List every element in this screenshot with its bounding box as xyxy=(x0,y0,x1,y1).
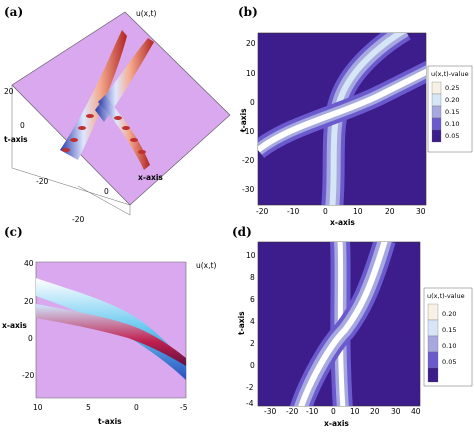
panel-d-ytick-6: -2 xyxy=(246,383,254,392)
panel-d-ytick-3: 4 xyxy=(250,317,255,326)
panel-d-xtick-2: -10 xyxy=(306,407,318,416)
panel-d-ytick-5: 0 xyxy=(250,361,255,370)
panel-c-ylabel: x-axis xyxy=(2,321,27,330)
panel-c-ytick-3: -20 xyxy=(22,371,34,380)
panel-b-legend-title: u(x,t)-value xyxy=(431,70,469,78)
panel-d-legend: u(x,t)-value 0.20 0.15 0.10 0.05 xyxy=(423,287,473,387)
panel-d-legend-0: 0.20 xyxy=(442,310,456,318)
panel-a: (a) u(x,t) x-axis t-axis 0 -20 20 0 -20 xyxy=(4,5,231,224)
panel-d-xlabel: x-axis xyxy=(324,419,349,428)
panel-d-label: (d) xyxy=(232,225,252,239)
panel-a-floor xyxy=(11,11,231,206)
panel-d-xtick-6: 30 xyxy=(391,407,401,416)
panel-b-legend: u(x,t)-value 0.25 0.20 0.15 0.10 0.05 xyxy=(427,65,473,153)
panel-b-legend-0: 0.25 xyxy=(445,84,459,92)
panel-d: (d) -30 -20 -10 0 10 20 30 40 x-axis 10 … xyxy=(232,225,473,428)
panel-d-legend-title: u(x,t)-value xyxy=(427,292,465,300)
panel-a-label: (a) xyxy=(4,5,23,19)
panel-d-ytick-0: 10 xyxy=(246,251,256,260)
panel-d-xtick-5: 20 xyxy=(370,407,380,416)
panel-d-xtick-3: 0 xyxy=(331,407,336,416)
panel-c-xtick-2: 0 xyxy=(134,403,139,412)
panel-d-legend-3: 0.05 xyxy=(442,358,456,366)
panel-b-ytick-2: 0 xyxy=(250,98,255,107)
panel-d-contours xyxy=(289,242,396,406)
panel-b-ytick-1: 10 xyxy=(246,69,256,78)
panel-b: (b) -20 -10 0 10 20 30 x-axis 20 10 0 -1… xyxy=(238,5,473,227)
panel-c-xlabel: t-axis xyxy=(98,417,122,426)
panel-a-ridge-3 xyxy=(98,95,150,170)
panel-a-zlabel: u(x,t) xyxy=(136,9,156,18)
panel-b-legend-2: 0.15 xyxy=(445,108,459,116)
panel-d-xtick-1: -20 xyxy=(286,407,298,416)
panel-c-xtick-0: 10 xyxy=(33,403,43,412)
panel-c-zlabel: u(x,t) xyxy=(196,261,216,270)
panel-b-xtick-1: -10 xyxy=(287,207,299,216)
panel-d-legend-1: 0.15 xyxy=(442,326,456,334)
panel-b-ytick-4: -20 xyxy=(242,156,254,165)
panel-b-label: (b) xyxy=(238,5,258,19)
panel-d-legend-2: 0.10 xyxy=(442,342,456,350)
panel-b-ytick-0: 20 xyxy=(246,39,256,48)
panel-a-xtick-0: 0 xyxy=(104,187,109,196)
panel-a-ytick-0: 20 xyxy=(4,87,14,96)
panel-c-soliton-2 xyxy=(36,304,186,366)
panel-c-label: (c) xyxy=(4,225,23,239)
panel-b-xtick-4: 20 xyxy=(385,207,395,216)
panel-a-ylabel: t-axis xyxy=(4,135,28,144)
panel-d-ytick-4: 2 xyxy=(250,339,255,348)
panel-d-xtick-0: -30 xyxy=(264,407,276,416)
panel-a-box-edge xyxy=(11,85,131,215)
panel-c-ytick-1: 20 xyxy=(24,297,34,306)
panel-a-ridge-1 xyxy=(60,30,127,160)
panel-a-xlabel: x-axis xyxy=(138,173,163,182)
panel-d-ytick-2: 6 xyxy=(250,295,255,304)
panel-b-xlabel: x-axis xyxy=(330,218,355,227)
panel-d-xtick-7: 40 xyxy=(411,407,421,416)
panel-a-ytick-2: -20 xyxy=(36,177,48,186)
panel-b-legend-3: 0.10 xyxy=(445,120,459,128)
panel-d-xtick-4: 10 xyxy=(350,407,360,416)
panel-a-ripples xyxy=(62,114,146,154)
panel-d-ylabel: t-axis xyxy=(237,311,246,335)
panel-a-xtick-1: -20 xyxy=(72,215,84,224)
panel-b-ytick-3: -10 xyxy=(242,127,254,136)
panel-b-ylabel: t-axis xyxy=(239,108,248,132)
panel-c-soliton-1 xyxy=(36,278,186,380)
panel-c: (c) u(x,t) 40 20 0 -20 x-axis 10 5 0 -5 … xyxy=(2,225,216,426)
panel-c-xtick-3: -5 xyxy=(180,403,188,412)
panel-a-ytick-1: 0 xyxy=(20,121,25,130)
panel-c-ytick-0: 40 xyxy=(24,259,34,268)
panel-a-axis-line xyxy=(77,185,131,216)
panel-c-xtick-1: 5 xyxy=(86,403,91,412)
panel-b-xtick-3: 10 xyxy=(353,207,363,216)
panel-d-ytick-7: -4 xyxy=(246,399,254,408)
panel-b-legend-1: 0.20 xyxy=(445,96,459,104)
panel-b-xtick-5: 30 xyxy=(416,207,426,216)
panel-d-ytick-1: 8 xyxy=(250,273,255,282)
panel-b-xtick-0: -20 xyxy=(256,207,268,216)
panel-b-contours xyxy=(258,33,426,205)
panel-b-ytick-5: -30 xyxy=(242,185,254,194)
panel-b-xtick-2: 0 xyxy=(323,207,328,216)
panel-b-legend-4: 0.05 xyxy=(445,132,459,140)
panel-c-ytick-2: 0 xyxy=(28,334,33,343)
